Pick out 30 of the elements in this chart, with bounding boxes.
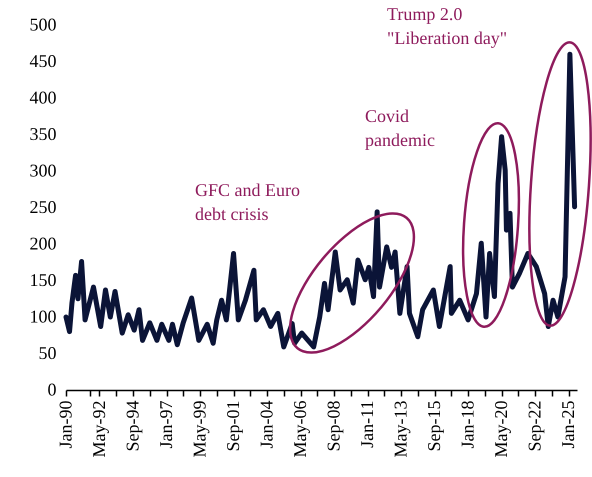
y-tick-label: 300 [30,160,56,180]
x-tick-label: May-99 [189,400,210,458]
x-tick-label: Sep-01 [223,400,244,452]
y-tick-label: 350 [30,124,56,144]
annotation: Trump 2.0 "Liberation day" [387,4,508,48]
x-tick-label: Jan-90 [56,400,76,448]
y-tick-label: 150 [30,270,56,290]
x-tick-label: May-06 [290,400,310,458]
x-tick-label: Jan-04 [256,400,277,448]
y-tick-label: 500 [30,14,56,34]
x-tick-label: May-13 [390,400,411,458]
y-tick-label: 50 [38,343,56,363]
x-tick-label: May-92 [88,400,109,458]
x-tick-label: Jan-18 [458,400,478,448]
annotation: GFC and Euro debt crisis [195,180,300,224]
x-tick-label: Jan-97 [156,400,176,448]
y-tick-label: 250 [30,197,56,217]
x-tick-label: Jan-25 [558,400,578,448]
x-tick-label: Sep-94 [122,400,142,452]
x-tick-label: Jan-11 [357,400,378,448]
y-tick-label: 400 [30,88,56,108]
x-tick-label: Sep-15 [424,400,444,452]
y-tick-label: 200 [30,234,56,254]
x-tick-label: May-20 [491,400,512,458]
y-tick-label: 100 [30,306,56,326]
y-tick-label: 450 [30,51,56,71]
x-tick-label: Sep-08 [324,400,344,452]
y-tick-label: 0 [48,380,56,400]
annotation: Covid pandemic [365,106,435,150]
x-tick-label: Sep-22 [524,400,545,452]
